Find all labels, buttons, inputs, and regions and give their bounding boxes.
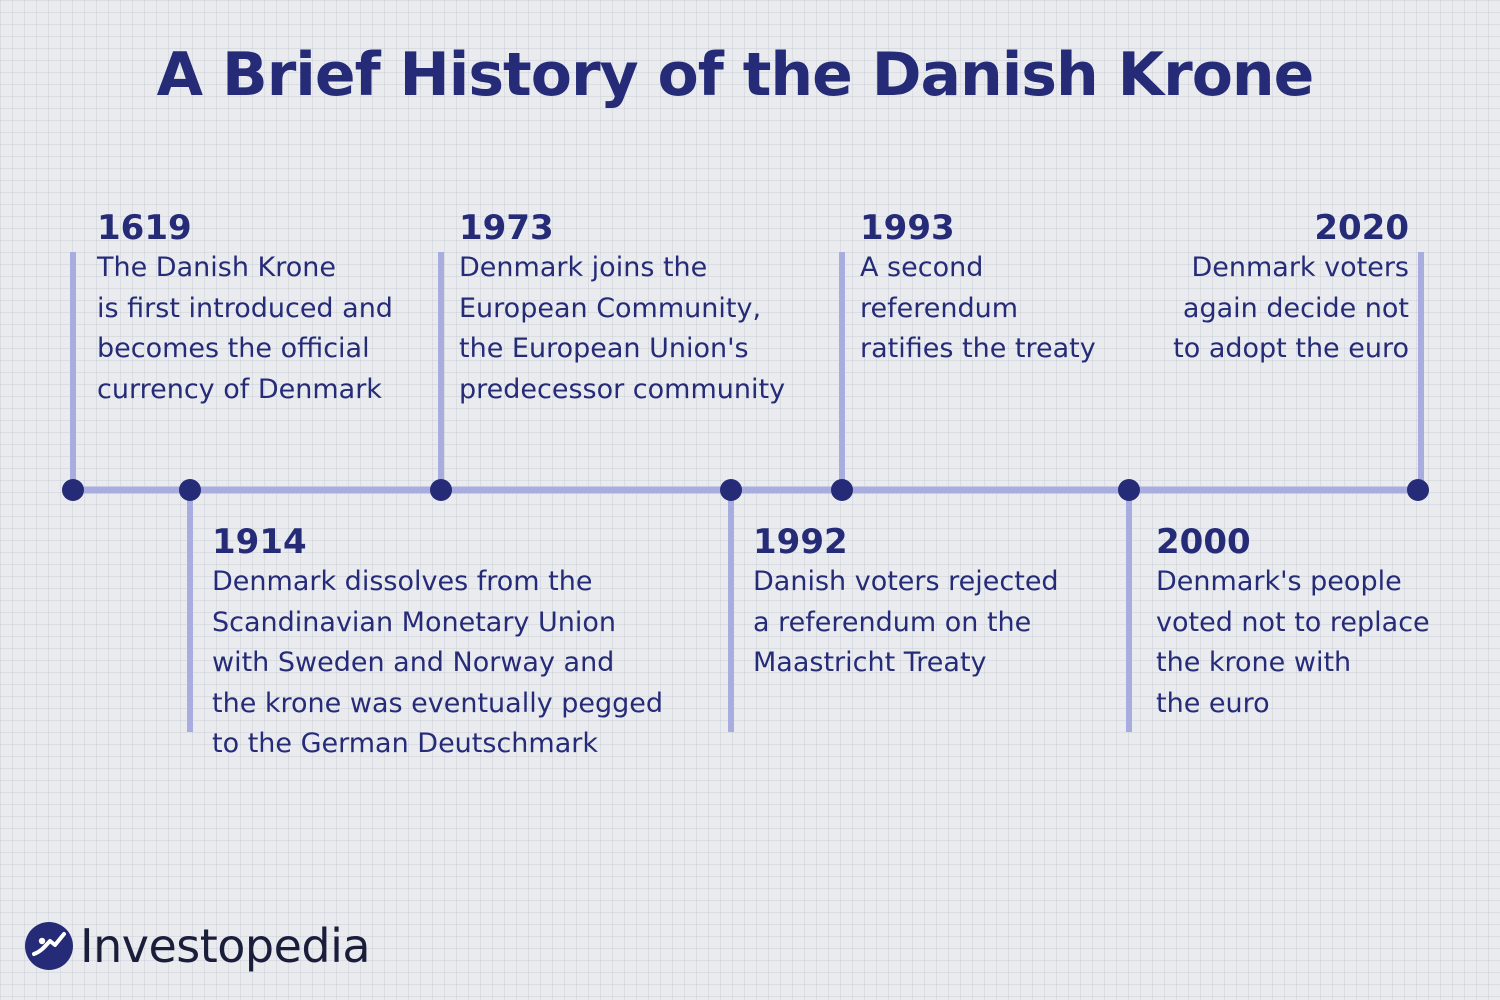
event-description: A second referendum ratifies the treaty [860,252,1096,364]
event-dot-1619 [62,479,84,501]
event-1993: 1993 A second referendum ratifies the tr… [860,208,1140,370]
event-year: 1973 [459,208,554,248]
event-1914: 1914 Denmark dissolves from the Scandina… [212,522,712,765]
investopedia-logo-icon [25,922,73,970]
logo-text: Investopedia [80,919,371,973]
event-description: Danish voters rejected a referendum on t… [753,566,1059,678]
event-description: The Danish Krone is first introduced and… [97,252,393,405]
event-2000: 2000 Denmark's people voted not to repla… [1156,522,1476,724]
event-year: 2000 [1156,522,1251,562]
event-description: Denmark voters again decide not to adopt… [1173,252,1409,364]
event-dot-1914 [179,479,201,501]
event-description: Denmark dissolves from the Scandinavian … [212,566,664,759]
page-title: A Brief History of the Danish Krone [156,40,1315,110]
event-year: 1992 [753,522,848,562]
event-dot-1993 [831,479,853,501]
event-description: Denmark's people voted not to replace th… [1156,566,1430,719]
event-year: 1619 [97,208,192,248]
event-description: Denmark joins the European Community, th… [459,252,786,405]
event-dot-1992 [720,479,742,501]
event-year: 1993 [860,208,955,248]
event-1619: 1619 The Danish Krone is first introduce… [97,208,437,410]
event-2020: 2020 Denmark voters again decide not to … [1130,208,1409,370]
event-dot-2000 [1118,479,1140,501]
event-dot-2020 [1407,479,1429,501]
event-dot-1973 [430,479,452,501]
event-1973: 1973 Denmark joins the European Communit… [459,208,829,410]
investopedia-logo: Investopedia [24,916,371,976]
event-year: 2020 [1314,208,1409,248]
event-1992: 1992 Danish voters rejected a referendum… [753,522,1093,684]
event-year: 1914 [212,522,307,562]
